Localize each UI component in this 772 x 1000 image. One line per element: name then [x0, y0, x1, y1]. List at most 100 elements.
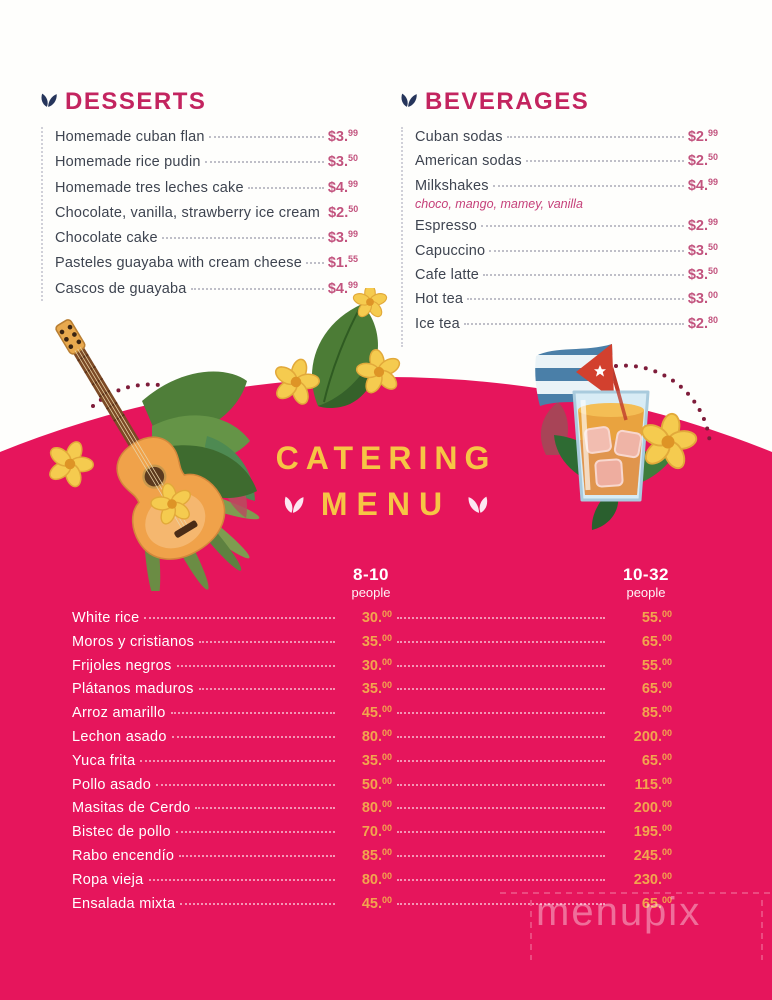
dot-leader	[463, 322, 684, 325]
menu-item-row: Homemade rice pudin $3.50	[55, 153, 358, 178]
item-name: Plátanos maduros	[72, 681, 194, 698]
dot-leader	[195, 807, 335, 810]
item-name: White rice	[72, 610, 140, 626]
menu-item-row: Cuban sodas $2.99	[415, 128, 718, 152]
item-name: Lechon asado	[72, 728, 167, 745]
item-price: $2.50	[687, 152, 718, 170]
item-name: Homemade cuban flan	[55, 129, 205, 145]
catering-row: White rice 30.00 55.00	[72, 609, 672, 633]
price-8-10: 30.00	[361, 609, 392, 626]
item-price: $3.00	[687, 290, 718, 308]
iced-drink-glass	[572, 383, 650, 502]
dot-leader	[306, 262, 324, 265]
leaf-sprig-icon	[468, 496, 488, 513]
people-range: 10-32	[623, 565, 669, 584]
menu-item-row: Chocolate cake $3.99	[55, 229, 358, 254]
leaf-sprig-icon	[41, 93, 57, 107]
item-price: $1.55	[327, 254, 358, 272]
menupix-watermark: menupix	[536, 890, 702, 934]
dot-leader	[180, 902, 335, 905]
dot-leader	[397, 831, 605, 834]
catering-row: Ensalada mixta 45.00 65.00	[72, 895, 672, 919]
menu-item-row: Espresso $2.99	[415, 217, 718, 241]
dot-leader	[198, 688, 335, 691]
guitar-illustration	[38, 319, 260, 591]
price-10-32: 200.00	[633, 727, 672, 745]
item-price: $2.99	[687, 217, 718, 235]
dot-leader	[489, 249, 684, 252]
price-8-10: 30.00	[361, 656, 392, 674]
item-name: Ice tea	[415, 315, 460, 332]
price-10-32: 230.00	[633, 870, 672, 888]
desserts-list: Homemade cuban flan $3.99 Homemade rice p…	[55, 128, 358, 305]
price-8-10: 85.00	[361, 846, 392, 864]
dot-leader	[148, 878, 335, 881]
item-name: Hot tea	[415, 291, 464, 308]
catering-row: Bistec de pollo 70.00 195.00	[72, 823, 672, 847]
people-range: 8-10	[352, 565, 390, 584]
item-name: Masitas de Cerdo	[72, 800, 191, 817]
catering-row: Rabo encendío 85.00 245.00	[72, 847, 672, 871]
item-price: $2.99	[687, 128, 718, 145]
menu-item-row: Ice tea $2.80	[415, 315, 718, 339]
dot-leader	[140, 759, 335, 762]
item-name: Frijoles negros	[72, 657, 172, 674]
menu-item-row: Homemade tres leches cake $4.99	[55, 179, 358, 204]
leaf-sprig-icon	[284, 496, 304, 513]
price-8-10: 80.00	[361, 727, 392, 745]
dot-leader	[397, 783, 605, 786]
price-8-10: 45.00	[361, 704, 392, 722]
menu-item-row: Cafe latte $3.50	[415, 266, 718, 290]
beverages-list: Cuban sodas $2.99 American sodas $2.50 Mil…	[415, 128, 718, 339]
item-price: $2.80	[687, 314, 718, 332]
column-header-10-32: 10-32 people	[596, 565, 696, 599]
desserts-section: DESSERTS Homemade cuban flan $3.99 Homema…	[40, 90, 358, 305]
dot-leader	[199, 640, 335, 643]
catering-row: Pollo asado 50.00 115.00	[72, 776, 672, 800]
column-header-8-10: 8-10 people	[321, 565, 421, 600]
catering-title-line1: CATERING	[275, 440, 497, 476]
dot-leader	[156, 783, 335, 786]
price-10-32: 65.00	[641, 751, 672, 769]
catering-price-table: White rice 30.00 55.00 Moros y cristianos 3…	[72, 609, 672, 918]
center-leaf-illustration	[266, 288, 407, 412]
price-10-32: 65.00	[641, 680, 672, 698]
drink-and-flag-illustration	[535, 344, 704, 530]
catering-row: Lechon asado 80.00 200.00	[72, 728, 672, 752]
price-8-10: 80.00	[361, 870, 392, 888]
price-8-10: 35.00	[361, 632, 392, 650]
dot-leader	[190, 287, 324, 290]
dot-leader	[397, 759, 605, 762]
dot-leader	[492, 184, 684, 187]
people-label: people	[351, 584, 391, 600]
item-price: $3.50	[327, 153, 358, 171]
dot-leader	[208, 136, 324, 138]
beverages-section: BEVERAGES Cuban sodas $2.99 American soda…	[400, 90, 718, 339]
catering-title-block: CATERING MENU	[0, 440, 772, 523]
price-10-32: 55.00	[641, 609, 672, 626]
price-8-10: 50.00	[361, 775, 392, 793]
price-10-32: 195.00	[633, 823, 672, 841]
dot-leader	[483, 273, 684, 276]
item-name: Cascos de guayaba	[55, 280, 187, 297]
item-name: Capuccino	[415, 242, 486, 259]
catering-row: Ropa vieja 80.00 230.00	[72, 871, 672, 895]
price-8-10: 35.00	[361, 680, 392, 698]
dot-leader	[397, 902, 605, 905]
price-8-10: 70.00	[361, 823, 392, 841]
item-name: Cuban sodas	[415, 129, 503, 145]
menu-item-row: Cascos de guayaba $4.99	[55, 280, 358, 305]
item-name: Arroz amarillo	[72, 705, 166, 722]
price-10-32: 200.00	[633, 799, 672, 817]
dot-leader	[170, 712, 335, 715]
dot-leader	[397, 617, 605, 619]
dot-leader	[481, 225, 684, 228]
menu-item-row: Hot tea $3.00	[415, 290, 718, 314]
dot-leader	[506, 136, 684, 138]
dot-leader	[397, 664, 605, 667]
dot-leader	[176, 664, 335, 667]
item-name: Homemade rice pudin	[55, 154, 201, 171]
price-8-10: 45.00	[361, 894, 392, 912]
item-price: $3.50	[687, 265, 718, 283]
